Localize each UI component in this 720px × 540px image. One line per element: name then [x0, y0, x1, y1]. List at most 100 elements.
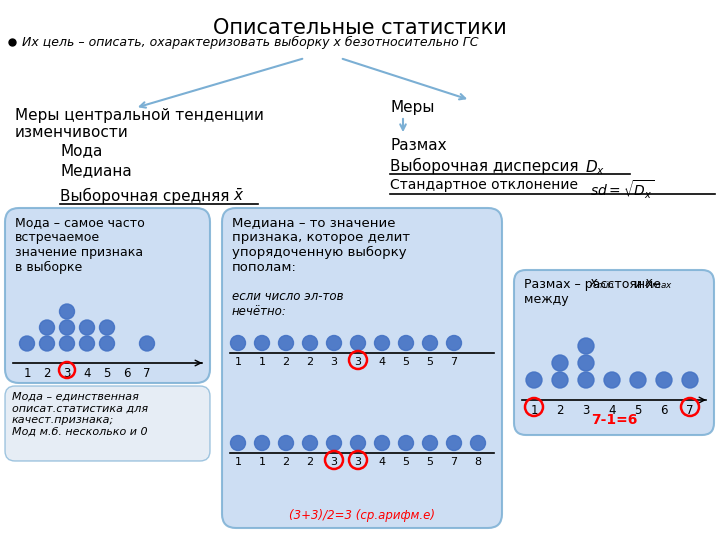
Text: 5: 5 — [402, 457, 410, 467]
Circle shape — [578, 338, 594, 354]
Circle shape — [351, 335, 366, 350]
Circle shape — [374, 335, 390, 350]
Text: 4: 4 — [608, 404, 616, 417]
Circle shape — [398, 435, 413, 450]
Circle shape — [351, 435, 366, 450]
Text: 3: 3 — [354, 357, 361, 367]
Text: Медиана – то значение
признака, которое делит
упорядоченную выборку
пополам:: Медиана – то значение признака, которое … — [232, 216, 410, 274]
Text: Описательные статистики: Описательные статистики — [213, 18, 507, 38]
Text: 5: 5 — [634, 404, 642, 417]
FancyBboxPatch shape — [5, 386, 210, 461]
Circle shape — [279, 335, 294, 350]
Text: 3: 3 — [354, 457, 361, 467]
Text: 5: 5 — [426, 457, 433, 467]
Text: 3: 3 — [582, 404, 590, 417]
Text: 1: 1 — [235, 357, 241, 367]
Text: 4: 4 — [84, 367, 91, 380]
Circle shape — [423, 335, 438, 350]
Text: 7: 7 — [451, 357, 458, 367]
Text: Меры: Меры — [390, 100, 434, 115]
Circle shape — [446, 335, 462, 350]
Text: Медиана: Медиана — [60, 163, 132, 178]
Text: 1: 1 — [23, 367, 31, 380]
Text: 7: 7 — [451, 457, 458, 467]
Circle shape — [630, 372, 646, 388]
Text: 3: 3 — [330, 457, 338, 467]
Circle shape — [60, 320, 74, 335]
Text: 3: 3 — [330, 357, 338, 367]
Circle shape — [40, 336, 55, 351]
Circle shape — [470, 435, 485, 450]
Text: Их цель – описать, охарактеризовать выборку x безотносительно ГС: Их цель – описать, охарактеризовать выбо… — [22, 36, 479, 49]
Text: Выборочная средняя: Выборочная средняя — [60, 188, 234, 204]
Circle shape — [326, 435, 341, 450]
Text: 8: 8 — [474, 457, 482, 467]
Circle shape — [446, 435, 462, 450]
Circle shape — [40, 320, 55, 335]
Circle shape — [552, 355, 568, 371]
FancyBboxPatch shape — [222, 208, 502, 528]
Circle shape — [79, 320, 94, 335]
Text: 2: 2 — [43, 367, 50, 380]
Text: 5: 5 — [426, 357, 433, 367]
Text: 5: 5 — [402, 357, 410, 367]
Circle shape — [604, 372, 620, 388]
Text: 7: 7 — [686, 404, 694, 417]
Circle shape — [682, 372, 698, 388]
Text: (3+3)/2=3 (ср.арифм.е): (3+3)/2=3 (ср.арифм.е) — [289, 509, 435, 522]
Text: Мода – единственная
описат.статистика для
качест.признака;
Мод м.б. несколько и : Мода – единственная описат.статистика дл… — [12, 392, 148, 437]
Text: Размах – расстояние
между: Размах – расстояние между — [524, 278, 661, 306]
Text: $D_x$: $D_x$ — [585, 158, 605, 177]
Circle shape — [230, 335, 246, 350]
Text: $x_{min}$: $x_{min}$ — [589, 278, 615, 291]
Text: и: и — [630, 278, 646, 291]
Circle shape — [254, 335, 269, 350]
Text: 4: 4 — [379, 357, 386, 367]
Circle shape — [60, 304, 74, 319]
Text: если число эл-тов
нечётно:: если число эл-тов нечётно: — [232, 290, 343, 318]
Circle shape — [79, 336, 94, 351]
Circle shape — [230, 435, 246, 450]
Circle shape — [60, 336, 74, 351]
Text: 1: 1 — [258, 457, 266, 467]
Circle shape — [254, 435, 269, 450]
Text: 5: 5 — [103, 367, 111, 380]
Text: 3: 3 — [63, 367, 71, 380]
Text: 6: 6 — [123, 367, 131, 380]
Circle shape — [374, 435, 390, 450]
Text: Мода – самое часто
встречаемое
значение признака
в выборке: Мода – самое часто встречаемое значение … — [15, 216, 145, 274]
Text: 2: 2 — [282, 457, 289, 467]
Circle shape — [19, 336, 35, 351]
Text: 2: 2 — [307, 457, 314, 467]
Circle shape — [99, 320, 114, 335]
FancyBboxPatch shape — [514, 270, 714, 435]
Text: 7-1=6: 7-1=6 — [591, 413, 637, 427]
Text: 7: 7 — [143, 367, 150, 380]
Text: $\bar{x}$: $\bar{x}$ — [233, 188, 245, 204]
Text: 2: 2 — [282, 357, 289, 367]
Circle shape — [423, 435, 438, 450]
Text: 1: 1 — [530, 404, 538, 417]
Text: 2: 2 — [307, 357, 314, 367]
Text: 1: 1 — [235, 457, 241, 467]
Text: Размах: Размах — [390, 138, 446, 153]
Circle shape — [526, 372, 542, 388]
Text: $x_{max}$: $x_{max}$ — [644, 278, 673, 291]
Text: $sd = \sqrt{D_x}$: $sd = \sqrt{D_x}$ — [590, 178, 654, 201]
Text: Выборочная дисперсия: Выборочная дисперсия — [390, 158, 583, 174]
Text: Мода: Мода — [60, 143, 102, 158]
Circle shape — [578, 372, 594, 388]
Text: 6: 6 — [660, 404, 667, 417]
Text: 2: 2 — [557, 404, 564, 417]
Circle shape — [302, 435, 318, 450]
Circle shape — [326, 335, 341, 350]
Circle shape — [99, 336, 114, 351]
Text: Меры центральной тенденции
изменчивости: Меры центральной тенденции изменчивости — [15, 108, 264, 140]
Circle shape — [140, 336, 155, 351]
Text: Стандартное отклонение: Стандартное отклонение — [390, 178, 582, 192]
Text: 1: 1 — [258, 357, 266, 367]
FancyBboxPatch shape — [5, 208, 210, 383]
Circle shape — [302, 335, 318, 350]
Circle shape — [398, 335, 413, 350]
Circle shape — [656, 372, 672, 388]
